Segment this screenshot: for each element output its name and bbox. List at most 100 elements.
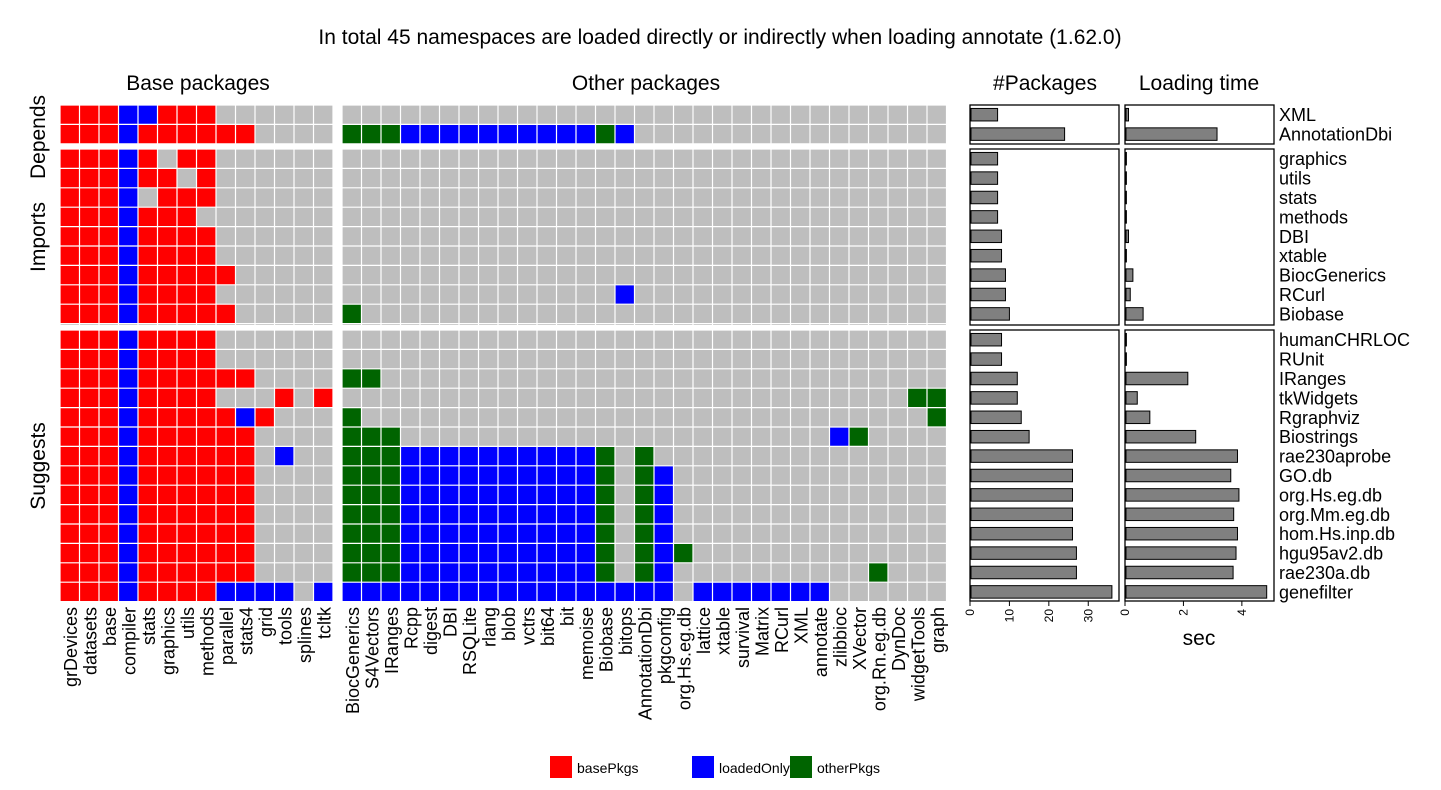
heatmap-cell (439, 446, 459, 466)
heatmap-cell (177, 265, 197, 285)
heatmap-cell (342, 524, 362, 544)
row-label: graphics (1279, 149, 1347, 169)
heatmap-cell (654, 562, 674, 583)
heatmap-cell (118, 207, 138, 227)
heatmap-cell (654, 485, 674, 505)
heatmap-cell (381, 124, 401, 144)
heatmap-cell (361, 427, 381, 447)
heatmap-cell (177, 207, 197, 227)
heatmap-cell (381, 562, 401, 583)
row-label: DBI (1279, 227, 1309, 247)
column-label: tcltk (314, 606, 334, 639)
heatmap-cell (235, 124, 255, 144)
heatmap-cell (60, 368, 80, 389)
packages-bar (970, 127, 1066, 141)
heatmap-cell (576, 124, 596, 144)
time-bar (1125, 410, 1151, 425)
heatmap-cell (177, 485, 197, 505)
heatmap-cell (99, 226, 119, 246)
time-bar (1125, 526, 1238, 541)
heatmap-cell (79, 543, 99, 563)
packages-bar (970, 210, 999, 224)
heatmap-cell (118, 368, 138, 389)
row-label: RUnit (1279, 350, 1324, 370)
heatmap-cell (60, 524, 80, 544)
heatmap-cell (157, 388, 177, 408)
heatmap-cell (537, 446, 557, 466)
heatmap-cell (216, 124, 236, 144)
heatmap-cell (361, 368, 381, 389)
heatmap-cell (498, 465, 518, 486)
heatmap-cell (79, 427, 99, 447)
heatmap-cell (138, 368, 158, 389)
heatmap-cell (118, 304, 138, 324)
heatmap-cell (196, 246, 216, 266)
packages-bar (970, 546, 1077, 560)
heatmap-cell (118, 407, 138, 427)
heatmap-cell (790, 582, 810, 602)
column-label: splines (295, 607, 315, 663)
heatmap-cell (556, 124, 576, 144)
heatmap-cell (177, 284, 197, 305)
heatmap-cell (157, 265, 177, 285)
heatmap-cell (654, 543, 674, 563)
heatmap-cell (420, 582, 440, 602)
heatmap-cell (732, 582, 752, 602)
heatmap-cell (498, 582, 518, 602)
legend-label: loadedOnly (719, 760, 790, 776)
heatmap-cell (138, 304, 158, 324)
heatmap-cell (274, 388, 294, 408)
heatmap-cell (118, 187, 138, 208)
heatmap-cell (118, 105, 138, 125)
heatmap-cell (235, 504, 255, 524)
heatmap-cell (79, 149, 99, 169)
heatmap-cell (634, 504, 654, 524)
column-label: compiler (119, 607, 139, 675)
heatmap-cell (498, 524, 518, 544)
heatmap-cell (60, 265, 80, 285)
heatmap-cell (634, 543, 654, 563)
heatmap-cell (157, 284, 177, 305)
heatmap-cell (235, 543, 255, 563)
heatmap-cell (595, 543, 615, 563)
heatmap-cell (99, 284, 119, 305)
heatmap-cell (99, 349, 119, 369)
row-label: humanCHRLOC (1279, 330, 1410, 350)
heatmap-cell (157, 226, 177, 246)
heatmap-cell (459, 504, 479, 524)
row-label: stats (1279, 188, 1317, 208)
heatmap-cell (439, 562, 459, 583)
heatmap-cell (99, 246, 119, 266)
heatmap-cell (79, 349, 99, 369)
heatmap-cell (420, 124, 440, 144)
heatmap-cell (138, 168, 158, 188)
heatmap-cell (595, 446, 615, 466)
heatmap-cell (60, 562, 80, 583)
heatmap-cell (595, 582, 615, 602)
column-label: base (100, 607, 120, 646)
row-label: hom.Hs.inp.db (1279, 524, 1395, 544)
heatmap-cell (157, 427, 177, 447)
other-group-title: Other packages (572, 72, 720, 95)
heatmap-cell (79, 226, 99, 246)
column-label: S4Vectors (362, 607, 382, 689)
row-label: rae230aprobe (1279, 447, 1391, 467)
heatmap-cell (60, 226, 80, 246)
column-label: pkgconfig (655, 607, 675, 684)
heatmap-cell (439, 465, 459, 486)
row-label: Biobase (1279, 304, 1344, 324)
heatmap-cell (79, 105, 99, 125)
heatmap-cell (118, 265, 138, 285)
heatmap-cell (138, 446, 158, 466)
heatmap-cell (79, 582, 99, 602)
time-bar (1125, 127, 1218, 141)
packages-bar (970, 565, 1077, 580)
heatmap-cell (478, 582, 498, 602)
heatmap-cell (196, 562, 216, 583)
column-label: Matrix (752, 607, 772, 656)
heatmap-cell (60, 388, 80, 408)
row-label: Rgraphviz (1279, 408, 1360, 428)
heatmap-cell (459, 124, 479, 144)
heatmap-cell (60, 465, 80, 486)
heatmap-cell (342, 465, 362, 486)
